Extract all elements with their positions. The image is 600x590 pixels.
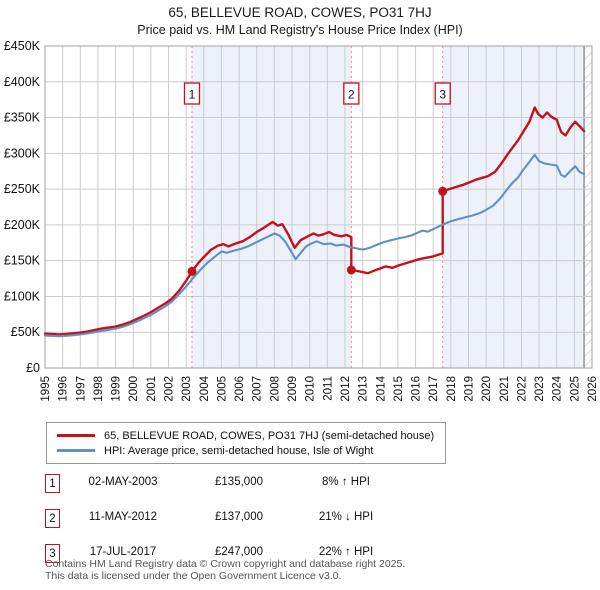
sale-marker-dot (438, 186, 448, 196)
x-axis-tick-label: 2014 (375, 375, 387, 401)
ownership-period-shading (442, 46, 585, 368)
x-axis-tick-label: 2013 (358, 376, 370, 402)
property-price-line (43, 106, 586, 336)
license-footer: Contains HM Land Registry data © Crown c… (45, 558, 585, 583)
plot-border (44, 45, 593, 369)
x-axis-tick-label: 2016 (411, 376, 423, 402)
y-axis-tick-label: £150K (4, 254, 41, 268)
x-axis-tick-label: 2007 (252, 376, 264, 402)
transaction-row-2: 2 11-MAY-2012 £137,000 21% ↓ HPI (0, 509, 600, 529)
x-axis-tick-label: 2019 (463, 376, 475, 402)
chart-legend: 65, BELLEVUE ROAD, COWES, PO31 7HJ (semi… (46, 422, 446, 464)
y-axis-tick-label: £250K (4, 182, 41, 196)
y-axis-tick-label: £350K (4, 111, 41, 125)
y-axis-tick-label: £450K (4, 39, 41, 53)
property-line-swatch (57, 434, 95, 437)
transaction-2-date: 11-MAY-2012 (88, 511, 158, 523)
x-axis-tick-label: 2004 (199, 375, 211, 401)
y-axis-tick-label: £400K (4, 75, 41, 89)
footer-line-2: This data is licensed under the Open Gov… (45, 570, 342, 583)
x-axis-tick-label: 2010 (305, 376, 317, 402)
x-axis-tick-label: 2017 (428, 376, 440, 402)
legend-label-property: 65, BELLEVUE ROAD, COWES, PO31 7HJ (semi… (104, 429, 435, 442)
transaction-2-hpi-delta: 21% ↓ HPI (318, 511, 374, 523)
page-subtitle: Price paid vs. HM Land Registry's House … (137, 23, 463, 37)
x-axis-tick-label: 2000 (128, 376, 140, 402)
transaction-2-marker: 2 (45, 509, 60, 528)
future-hatch-region (584, 46, 592, 368)
transaction-3-hpi-delta: 22% ↑ HPI (318, 546, 374, 558)
x-axis-tick-label: 2020 (481, 376, 493, 402)
x-axis-tick-label: 2026 (587, 376, 599, 402)
legend-row-hpi: HPI: Average price, semi-detached house,… (57, 445, 435, 457)
x-axis-tick-label: 2022 (516, 376, 528, 402)
ownership-period-shading (191, 46, 352, 368)
hpi-line-swatch (57, 449, 95, 452)
x-axis-tick-label: 2012 (340, 376, 352, 402)
sale-number-label: 3 (439, 88, 446, 102)
x-axis-tick-label: 1995 (40, 376, 52, 402)
transaction-1-date: 02-MAY-2003 (88, 476, 158, 488)
x-axis-tick-label: 2008 (269, 376, 281, 402)
x-axis-tick-label: 1996 (58, 376, 70, 402)
y-axis-tick-label: £100K (4, 289, 41, 303)
transaction-row-3: 3 17-JUL-2017 £247,000 22% ↑ HPI (0, 544, 600, 564)
x-axis-tick-label: 2005 (216, 376, 228, 402)
hpi-line (43, 153, 586, 338)
sale-number-box (183, 82, 201, 105)
transaction-1-hpi-delta: 8% ↑ HPI (322, 476, 370, 488)
x-axis-tick-label: 2021 (499, 376, 511, 402)
transaction-row-1: 1 02-MAY-2003 £135,000 8% ↑ HPI (0, 474, 600, 494)
x-axis-tick-label: 1999 (111, 376, 123, 402)
legend-row-property: 65, BELLEVUE ROAD, COWES, PO31 7HJ (semi… (57, 430, 435, 442)
x-axis-tick-label: 2023 (534, 376, 546, 402)
price-history-chart: 1 2 3 £0 £50K £100K £150K £200K £250K £300K £350K £… (4, 39, 599, 402)
x-axis-tick-label: 2003 (181, 376, 193, 402)
sale-number-label: 2 (348, 88, 355, 102)
x-axis-tick-label: 2011 (322, 376, 334, 401)
transaction-2-price: £137,000 (215, 511, 263, 523)
transaction-1-marker: 1 (45, 474, 60, 493)
sale-number-box (343, 82, 360, 105)
x-axis-tick-label: 1997 (75, 376, 87, 402)
legend-label-hpi: HPI: Average price, semi-detached house,… (104, 444, 374, 457)
y-axis-tick-label: £0 (26, 361, 40, 375)
x-axis-tick-label: 2002 (164, 376, 176, 402)
transaction-1-price: £135,000 (215, 476, 263, 488)
footer-line-1: Contains HM Land Registry data © Crown c… (45, 558, 406, 570)
x-axis-tick-label: 1998 (93, 376, 105, 402)
y-axis-tick-label: £50K (11, 325, 41, 339)
y-axis-tick-label: £300K (4, 146, 41, 160)
sale-number-label: 1 (189, 88, 196, 102)
sale-marker-dot (187, 266, 197, 276)
x-axis-tick-label: 2025 (569, 376, 581, 402)
x-axis-tick-label: 2015 (393, 376, 405, 402)
transaction-3-price: £247,000 (215, 546, 263, 558)
x-axis-tick-label: 2018 (446, 376, 458, 402)
x-axis-tick-label: 2006 (234, 376, 246, 402)
page-title: 65, BELLEVUE ROAD, COWES, PO31 7HJ (168, 5, 432, 20)
sale-marker-dot (346, 265, 356, 275)
x-axis-tick-label: 2009 (287, 376, 299, 402)
x-axis-tick-label: 2024 (552, 375, 564, 401)
x-axis-tick-label: 2001 (146, 376, 158, 402)
sale-number-box (434, 82, 451, 105)
transaction-3-date: 17-JUL-2017 (89, 546, 157, 558)
y-axis-tick-label: £200K (4, 218, 41, 232)
transaction-3-marker: 3 (45, 544, 60, 563)
